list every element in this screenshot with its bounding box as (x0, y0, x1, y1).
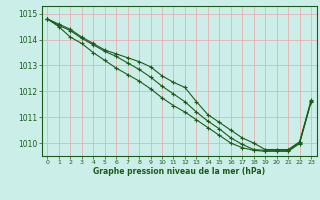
X-axis label: Graphe pression niveau de la mer (hPa): Graphe pression niveau de la mer (hPa) (93, 167, 265, 176)
